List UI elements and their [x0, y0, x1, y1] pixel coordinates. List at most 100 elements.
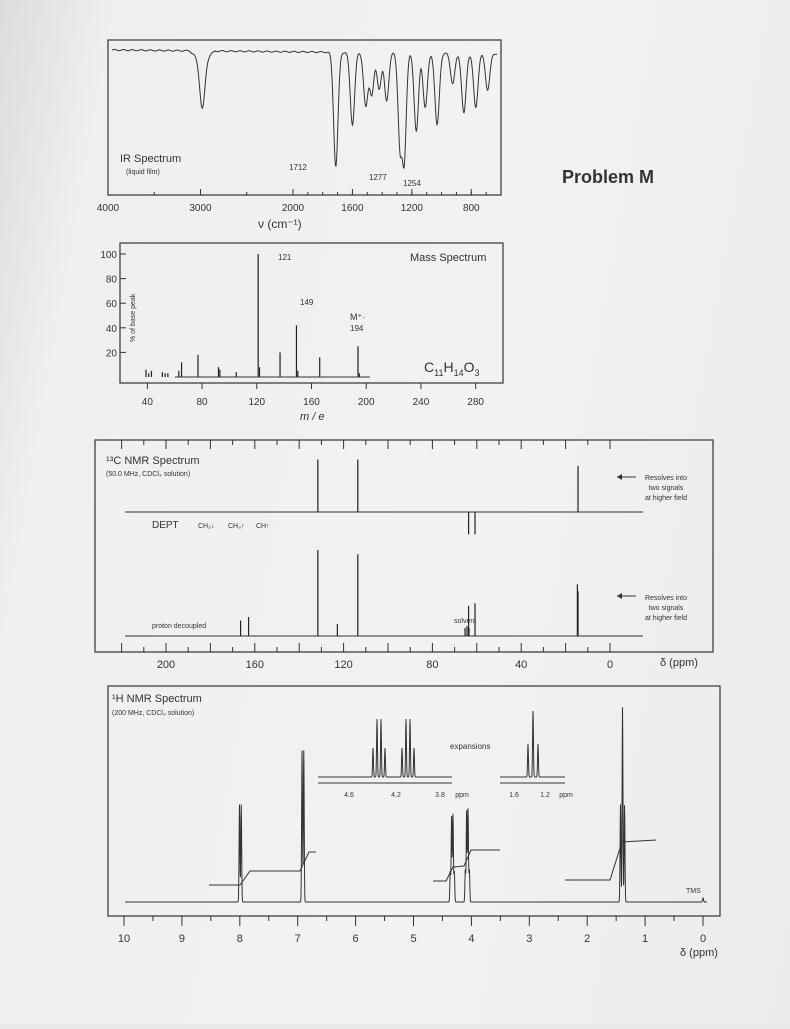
c13-title: ¹³C NMR Spectrum: [106, 455, 200, 467]
ir-x-axis: 4000 3000 2000 1600 1200 800: [97, 189, 487, 214]
ms-y-tick-label: 60: [106, 299, 118, 310]
h1-x-tick-label: 9: [179, 933, 185, 945]
mass-spectrum-panel: Mass Spectrum % of base peak 100 80 60 40 20…: [100, 242, 504, 423]
expansion-tick-label: ppm: [455, 792, 469, 799]
h1-integrals: [209, 839, 657, 886]
c13-top-ticks: [121, 440, 611, 449]
expansion-tick-label: 4.6: [344, 792, 354, 799]
ms-x-tick-label: 40: [142, 397, 154, 408]
ir-transmittance-trace: [111, 48, 498, 169]
h1-x-tick-label: 10: [118, 933, 130, 945]
note-top-line: two signals: [649, 485, 684, 492]
ms-peaks: [145, 254, 370, 378]
note-bottom-line: two signals: [649, 605, 684, 612]
expansion-tick-label: 4.2: [391, 792, 401, 799]
tms-label: TMS: [686, 888, 701, 895]
note-top-arrowhead: [617, 474, 622, 480]
c13-x-axis-label: δ (ppm): [660, 657, 698, 669]
h1-x-tick-label: 8: [237, 933, 243, 945]
ms-peak-label-121: 121: [278, 253, 292, 262]
integral-curve: [209, 851, 316, 886]
ir-spectrum-panel: IR Spectrum (liquid film) 1712 1277 1254…: [97, 39, 502, 231]
ms-x-axis: 40 80 120 160 200 240 280: [142, 383, 484, 408]
note-top: Resolves into two signals at higher fiel…: [617, 474, 687, 502]
c13-frame: [94, 439, 714, 653]
decoupled-peaks: [239, 550, 579, 636]
integral-curve: [433, 849, 500, 882]
expansions-label: expansions: [450, 742, 490, 751]
ms-y-tick-label: 40: [106, 324, 118, 335]
c13-x-tick-label: 120: [334, 659, 352, 671]
dept-label: DEPT: [152, 520, 179, 531]
c13-subtitle: (50.0 MHz, CDCl₃ solution): [106, 471, 190, 478]
ms-x-tick-label: 280: [467, 397, 484, 408]
ms-x-tick-label: 200: [358, 397, 375, 408]
expansion-tick-label: 3.8: [435, 792, 445, 799]
h1-spectrum-trace: [125, 707, 707, 903]
h1-x-tick-label: 6: [353, 933, 359, 945]
c13-x-axis: 200 160 120 80 40 0: [121, 643, 613, 671]
h1-x-tick-label: 0: [700, 933, 706, 945]
ms-x-tick-label: 240: [413, 397, 430, 408]
expansion-trace: [500, 710, 565, 778]
h1-nmr-panel: ¹H NMR Spectrum (200 MHz, CDCl₃ solution…: [107, 685, 721, 959]
integral-curve: [565, 839, 657, 881]
ms-y-axis: 100 80 60 40 20: [100, 250, 126, 359]
ir-subtitle: (liquid film): [126, 169, 160, 176]
h1-x-tick-label: 3: [526, 933, 532, 945]
solvent-label: solvent: [454, 618, 476, 625]
dept-legend-ch: CH↑: [256, 523, 270, 530]
proton-decoupled-label: proton decoupled: [152, 623, 206, 630]
note-bottom-arrowhead: [617, 593, 622, 599]
h1-x-tick-label: 1: [642, 933, 648, 945]
dept-legend-ch3: CH₃↑: [228, 523, 244, 530]
ms-x-tick-label: 120: [248, 397, 265, 408]
h1-title: ¹H NMR Spectrum: [112, 693, 202, 705]
c13-x-tick-label: 80: [426, 659, 438, 671]
ir-peak-label-1277: 1277: [369, 173, 387, 182]
ir-x-tick-label: 1200: [401, 203, 424, 214]
ir-x-tick-label: 3000: [189, 203, 212, 214]
h1-x-tick-label: 7: [295, 933, 301, 945]
ir-x-tick-label: 800: [463, 203, 480, 214]
note-bottom-line: at higher field: [645, 615, 687, 622]
ir-x-tick-label: 1600: [341, 203, 364, 214]
c13-x-tick-label: 160: [246, 659, 264, 671]
ms-x-tick-label: 160: [303, 397, 320, 408]
dept-peaks: [317, 459, 579, 535]
ms-y-tick-label: 100: [100, 250, 117, 261]
ms-y-tick-label: 80: [106, 275, 118, 286]
note-top-line: at higher field: [645, 495, 687, 502]
c13-x-tick-label: 40: [515, 659, 527, 671]
ir-x-tick-label: 4000: [97, 203, 120, 214]
h1-frame: [107, 685, 721, 917]
note-bottom-line: Resolves into: [645, 595, 687, 602]
note-top-line: Resolves into: [645, 475, 687, 482]
ir-x-tick-label: 2000: [282, 203, 305, 214]
c13-x-tick-label: 200: [157, 659, 175, 671]
ir-peak-label-1254: 1254: [403, 179, 421, 188]
c13-x-tick-label: 0: [607, 659, 613, 671]
ir-frame: [107, 39, 502, 196]
h1-subtitle: (200 MHz, CDCl₃ solution): [112, 710, 194, 717]
ms-molecular-ion-mass: 194: [350, 324, 364, 333]
h1-x-axis: 10 9 8 7 6 5 4 3 2 1 0: [118, 915, 707, 945]
c13-nmr-panel: ¹³C NMR Spectrum (50.0 MHz, CDCl₃ soluti…: [94, 439, 714, 671]
ms-title: Mass Spectrum: [410, 252, 486, 264]
ir-title: IR Spectrum: [120, 153, 181, 165]
ir-x-axis-label: ν (cm⁻¹): [258, 217, 302, 231]
h1-x-tick-label: 4: [468, 933, 474, 945]
ms-y-axis-label: % of base peak: [130, 293, 137, 342]
expansion-trace: [318, 718, 452, 778]
ms-molecular-ion-label: M⁺·: [350, 312, 365, 322]
molecular-formula: C11H14O3: [424, 359, 480, 378]
expansion-tick-label: 1.2: [540, 792, 550, 799]
ms-y-tick-label: 20: [106, 348, 118, 359]
h1-x-tick-label: 2: [584, 933, 590, 945]
ir-peak-label-1712: 1712: [289, 163, 307, 172]
ms-x-axis-label: m / e: [300, 411, 324, 423]
h1-x-axis-label: δ (ppm): [680, 947, 718, 959]
h1-x-tick-label: 5: [410, 933, 416, 945]
